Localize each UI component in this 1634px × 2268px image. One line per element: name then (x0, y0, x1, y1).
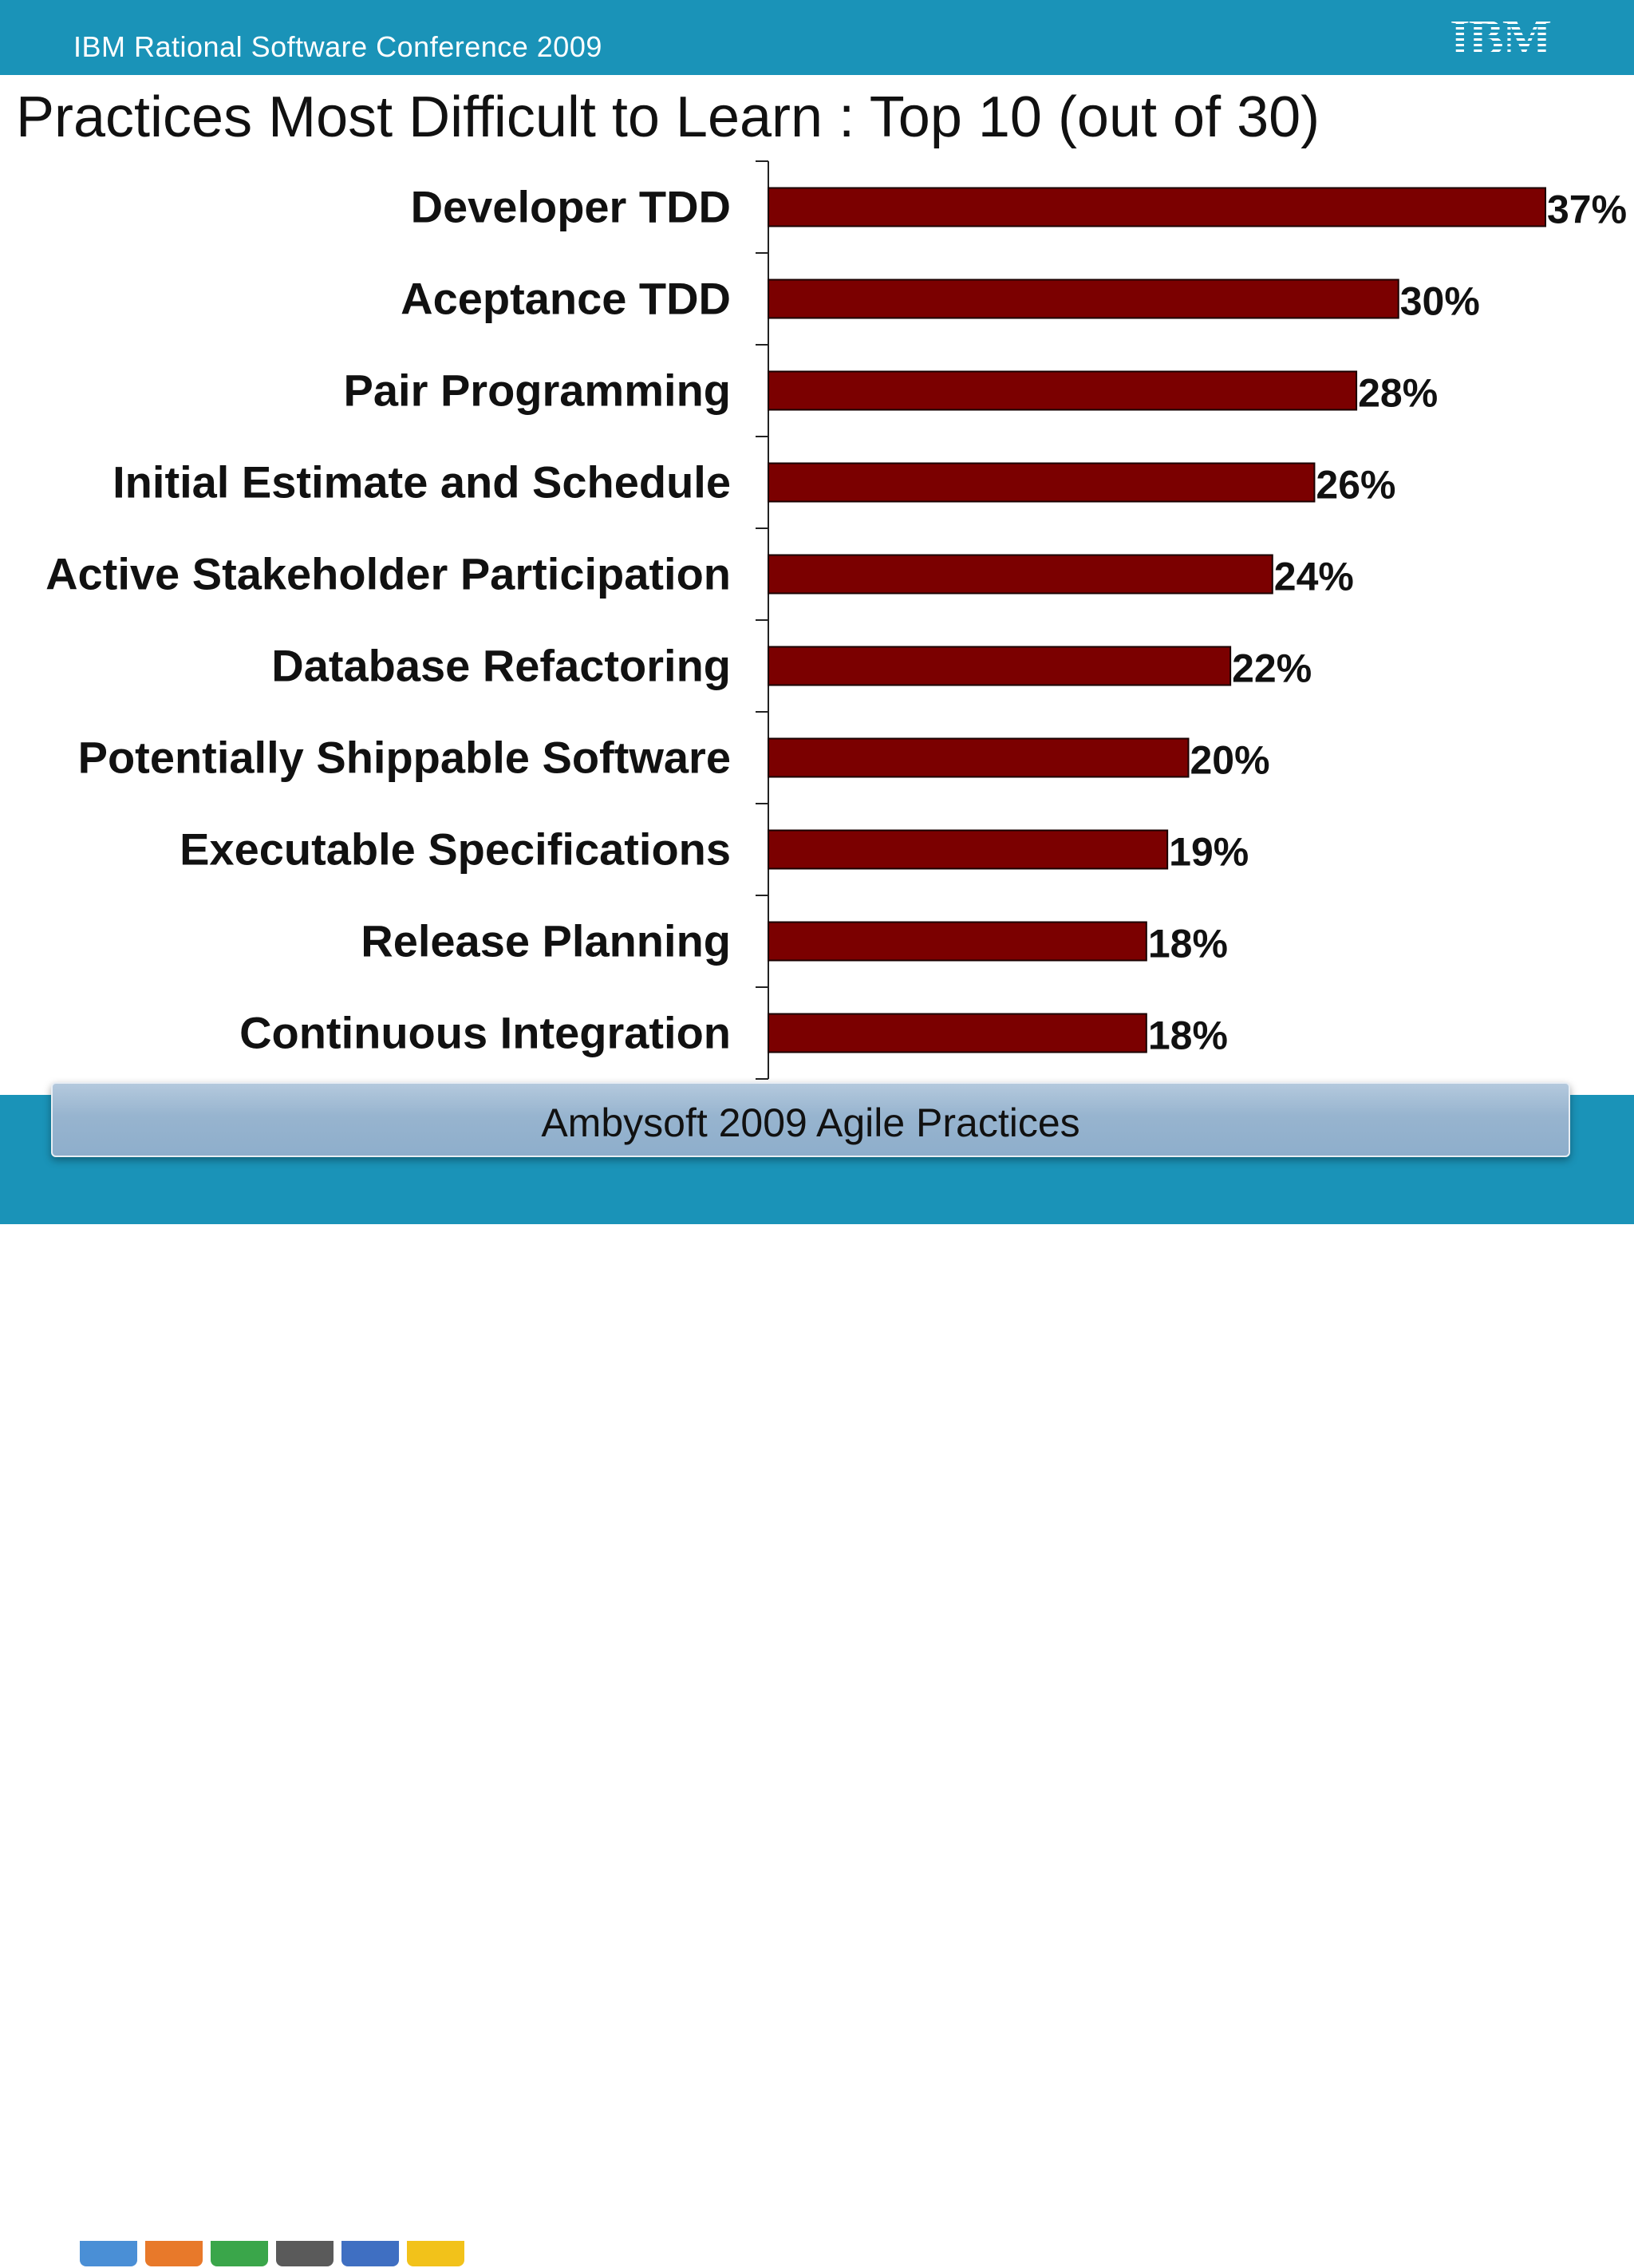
caption-text: Ambysoft 2009 Agile Practices (541, 1100, 1080, 1145)
bar (768, 462, 1316, 503)
category-label: Pair Programming (344, 365, 731, 416)
bar (768, 1013, 1147, 1053)
footer-tab-blue2 (341, 2241, 399, 2266)
category-label: Initial Estimate and Schedule (112, 457, 731, 508)
footer-tab-orange (145, 2241, 203, 2266)
value-label: 18% (1148, 1013, 1228, 1058)
category-label: Continuous Integration (239, 1008, 731, 1058)
footer-tab-gray (276, 2241, 334, 2266)
footer-tab-green (211, 2241, 268, 2266)
ibm-logo: IBM (1436, 9, 1564, 67)
value-label: 24% (1274, 555, 1354, 599)
caption-bar: Ambysoft 2009 Agile Practices (51, 1082, 1570, 1157)
value-label: 22% (1232, 646, 1312, 691)
slide-title: Practices Most Difficult to Learn : Top … (16, 85, 1320, 149)
category-label: Active Stakeholder Participation (45, 549, 731, 599)
value-label: 37% (1547, 188, 1627, 232)
bar (768, 646, 1232, 686)
value-label: 28% (1358, 371, 1438, 416)
value-label: 18% (1148, 922, 1228, 966)
bar (768, 829, 1169, 870)
header-band: IBM Rational Software Conference 2009 IB… (0, 0, 1634, 75)
category-label: Aceptance TDD (401, 274, 731, 324)
category-label: Developer TDD (411, 182, 731, 232)
category-label: Potentially Shippable Software (78, 733, 731, 783)
bar (768, 370, 1358, 411)
bar (768, 921, 1147, 962)
footer-tab-blue (80, 2241, 137, 2266)
footer-tabs (80, 2241, 479, 2268)
bar-chart: Developer TDD 37% Aceptance TDD 30% Pair Pro… (45, 160, 1627, 1080)
bar (768, 187, 1546, 227)
category-label: Executable Specifications (180, 824, 731, 875)
ibm-logo-text: IBM (1450, 9, 1552, 67)
value-label: 30% (1400, 279, 1480, 324)
category-label: Release Planning (361, 916, 731, 966)
bar (768, 279, 1399, 319)
value-label: 26% (1316, 463, 1395, 508)
bar (768, 737, 1190, 778)
category-label: Database Refactoring (271, 641, 731, 691)
value-label: 19% (1169, 830, 1249, 875)
footer-tab-yellow (407, 2241, 464, 2266)
conference-title: IBM Rational Software Conference 2009 (73, 30, 602, 63)
value-label: 20% (1190, 738, 1269, 783)
bar (768, 554, 1273, 595)
